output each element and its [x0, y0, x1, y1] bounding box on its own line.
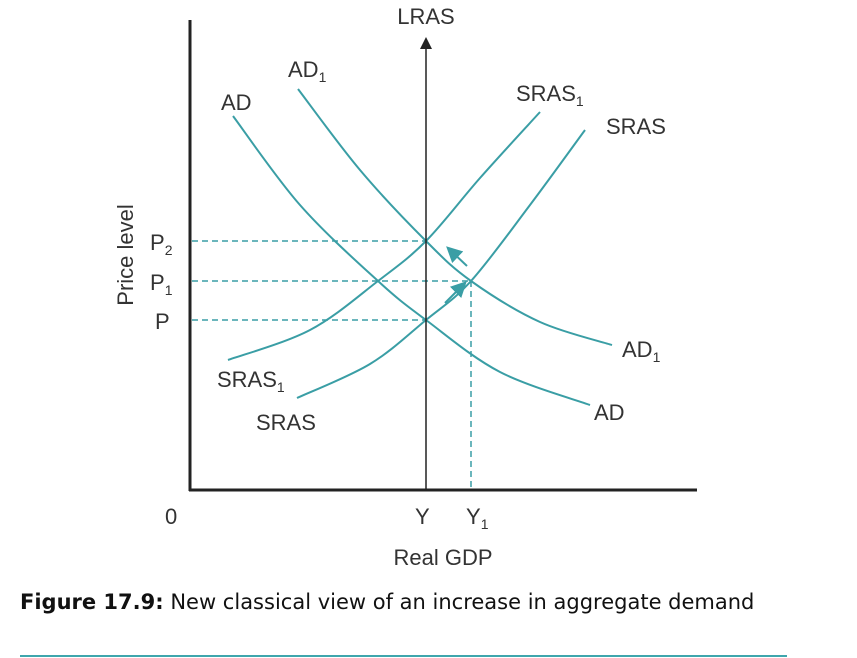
sras-label-top: SRAS	[606, 114, 666, 139]
caption-label: Figure 17.9:	[20, 590, 164, 614]
x-axis-label: Real GDP	[393, 545, 492, 570]
y-axis-label: Price level	[113, 204, 138, 305]
tick-p2: P2	[150, 230, 173, 258]
sras1-label-bottom: SRAS1	[217, 367, 285, 395]
sras1-label-top: SRAS1	[516, 81, 584, 109]
sras1-curve	[227, 111, 541, 361]
arrow-up-sras-icon	[444, 281, 467, 304]
sras-curve	[296, 129, 586, 399]
ad-curve	[232, 115, 591, 406]
caption-text: New classical view of an increase in agg…	[163, 590, 755, 614]
tick-y: Y	[415, 504, 430, 529]
figure-caption: Figure 17.9: New classical view of an in…	[20, 588, 820, 617]
origin-label: 0	[165, 504, 177, 529]
tick-p1: P1	[150, 270, 173, 298]
tick-p: P	[155, 309, 170, 334]
ad-label-top: AD	[221, 90, 252, 115]
sras-label-bottom: SRAS	[256, 410, 316, 435]
lras-label: LRAS	[397, 4, 454, 29]
ad-label-bottom: AD	[594, 400, 625, 425]
arrow-up-ad1-icon	[446, 246, 468, 267]
ad1-label-top: AD1	[288, 57, 327, 85]
caption-divider	[20, 655, 787, 657]
ad1-label-bottom: AD1	[622, 337, 661, 365]
tick-y1: Y1	[466, 504, 489, 532]
ad1-curve	[297, 88, 613, 346]
